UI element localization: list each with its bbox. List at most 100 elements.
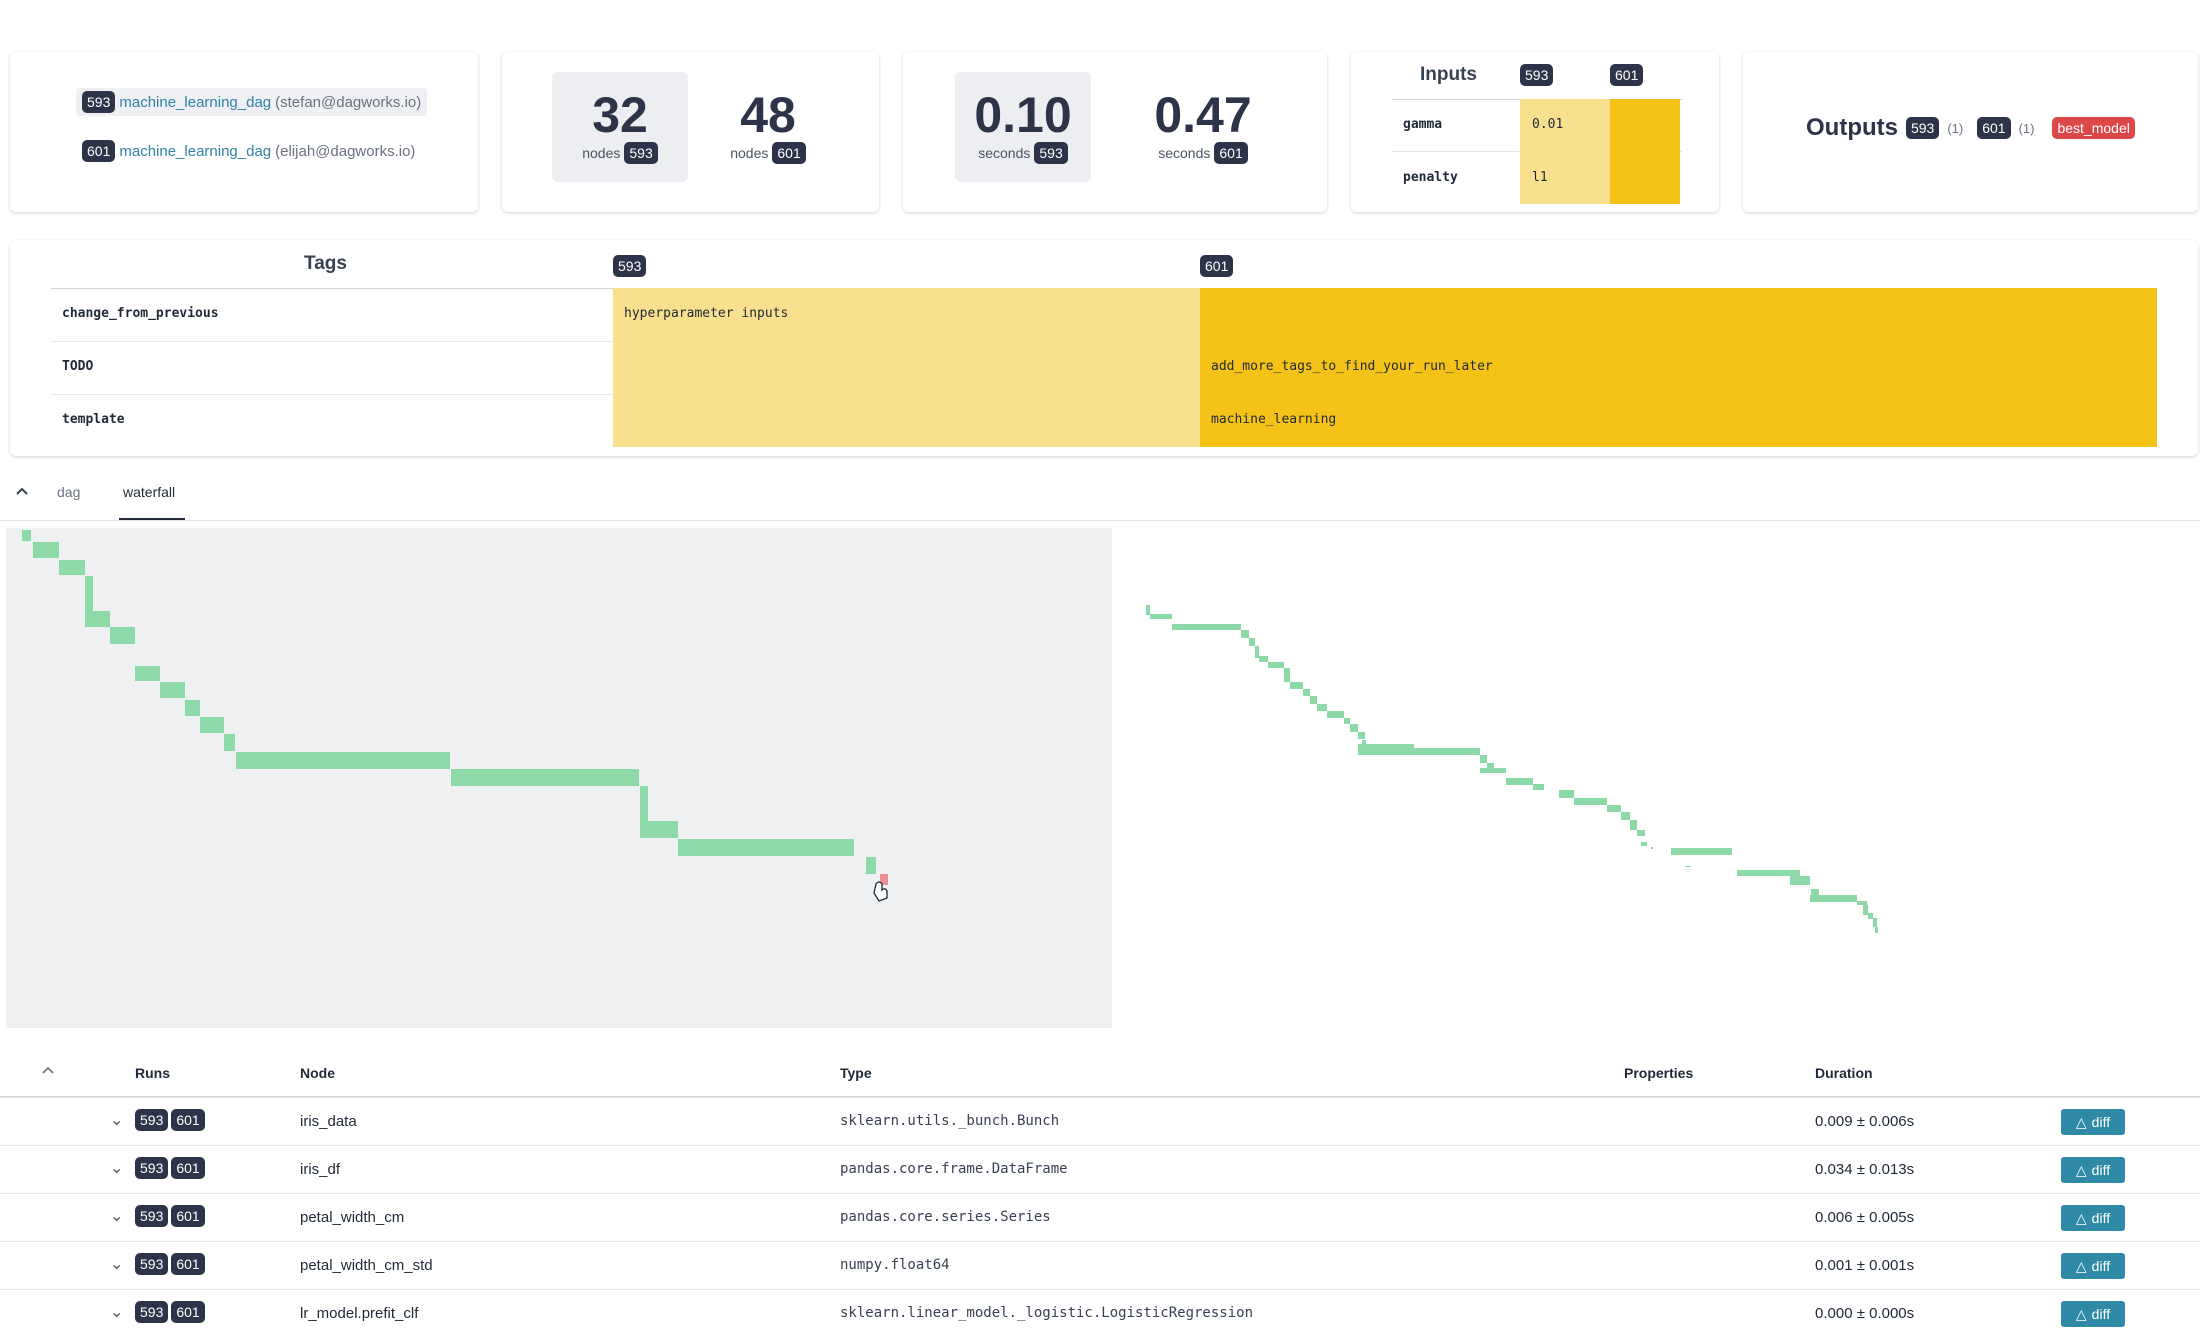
run-badge: 601	[1977, 117, 2011, 139]
tab-dag[interactable]: dag	[57, 484, 81, 500]
dag-link[interactable]: machine_learning_dag	[119, 142, 272, 160]
run-badge: 601	[171, 1157, 205, 1179]
run-badge: 593	[613, 255, 647, 277]
diff-label: diff	[2091, 1210, 2111, 1226]
node-type: pandas.core.series.Series	[840, 1209, 1051, 1225]
run-badge: 593	[135, 1109, 169, 1131]
run-badge: 593	[1034, 142, 1068, 164]
diff-button[interactable]: △ diff	[2061, 1205, 2125, 1231]
input-a-cell	[1520, 99, 1610, 204]
node-name: lr_model.prefit_clf	[300, 1305, 419, 1322]
diff-label: diff	[2091, 1258, 2111, 1274]
chevron-down-icon[interactable]: ⌄	[110, 1160, 124, 1177]
run-badge: 593	[135, 1157, 169, 1179]
node-type: sklearn.utils._bunch.Bunch	[840, 1113, 1060, 1129]
run-badge: 593	[624, 142, 658, 164]
run-badge: 593	[135, 1253, 169, 1275]
run-badge: 601	[1610, 64, 1644, 86]
dag-link[interactable]: machine_learning_dag	[119, 93, 272, 111]
run-593-line[interactable]: 593 machine_learning_dag (stefan@dagwork…	[76, 88, 428, 116]
stat-value: 32	[592, 87, 648, 143]
diff-button[interactable]: △ diff	[2061, 1157, 2125, 1183]
node-duration: 0.009 ± 0.006s	[1815, 1113, 1915, 1130]
tag-value: add_more_tags_to_find_your_run_later	[1211, 359, 1493, 374]
node-type: numpy.float64	[840, 1257, 950, 1273]
header-node: Node	[300, 1065, 335, 1081]
header-properties: Properties	[1624, 1065, 1694, 1081]
run-badge: 593	[1520, 64, 1554, 86]
chevron-down-icon[interactable]: ⌄	[110, 1304, 124, 1321]
node-type: pandas.core.frame.DataFrame	[840, 1161, 1068, 1177]
tab-waterfall[interactable]: waterfall	[123, 484, 176, 500]
node-name: petal_width_cm_std	[300, 1257, 433, 1274]
diff-button[interactable]: △ diff	[2061, 1253, 2125, 1279]
stat-value: 0.10	[974, 87, 1072, 143]
tag-key: template	[62, 412, 125, 427]
delta-icon: △	[2075, 1161, 2087, 1178]
diff-label: diff	[2091, 1114, 2111, 1130]
diff-button[interactable]: △ diff	[2061, 1109, 2125, 1135]
header-runs: Runs	[135, 1065, 170, 1081]
table-row[interactable]: ⌄ 593 601 iris_data sklearn.utils._bunch.…	[0, 1097, 2200, 1146]
header-duration: Duration	[1815, 1065, 1873, 1081]
tag-value: machine_learning	[1211, 412, 1337, 427]
delta-icon: △	[2075, 1113, 2087, 1130]
run-badge: 601	[171, 1205, 205, 1227]
inputs-title: Inputs	[1420, 64, 1477, 85]
output-count: (1)	[2018, 120, 2035, 136]
tag-key: change_from_previous	[62, 306, 219, 321]
tag-key: TODO	[62, 359, 94, 374]
inputs-card: Inputs 593 601 gamma penalty 0.01 l1	[1351, 52, 1719, 212]
input-name: gamma	[1403, 117, 1443, 132]
nodes-stat-601: 48 nodes 601	[700, 72, 836, 182]
run-badge: 601	[82, 140, 116, 162]
run-badge: 593	[135, 1205, 169, 1227]
run-user: (stefan@dagworks.io)	[275, 93, 422, 111]
header-type: Type	[840, 1065, 872, 1081]
output-badge[interactable]: best_model	[2052, 117, 2135, 139]
stat-value: 0.47	[1154, 87, 1252, 143]
table-row[interactable]: ⌄ 593 601 petal_width_cm_std numpy.float6…	[0, 1241, 2200, 1290]
node-name: iris_data	[300, 1113, 357, 1130]
diff-label: diff	[2091, 1162, 2111, 1178]
nodes-stat-593: 32 nodes 593	[552, 72, 688, 182]
table-collapse-icon[interactable]	[40, 1063, 56, 1079]
node-type: sklearn.linear_model._logistic.LogisticR…	[840, 1305, 1254, 1321]
duration-stat-593: 0.10 seconds 593	[955, 72, 1091, 182]
delta-icon: △	[2075, 1209, 2087, 1226]
stat-label: seconds	[1158, 145, 1211, 161]
chevron-down-icon[interactable]: ⌄	[110, 1256, 124, 1273]
run-badge: 593	[1905, 117, 1940, 139]
node-duration: 0.034 ± 0.013s	[1815, 1161, 1915, 1178]
stat-label: nodes	[730, 145, 769, 161]
table-row[interactable]: ⌄ 593 601 iris_df pandas.core.frame.DataF…	[0, 1145, 2200, 1194]
node-duration: 0.000 ± 0.000s	[1815, 1305, 1915, 1322]
run-user: (elijah@dagworks.io)	[275, 142, 416, 160]
tags-run-a-column	[613, 288, 1200, 447]
collapse-icon[interactable]	[14, 484, 30, 500]
node-name: petal_width_cm	[300, 1209, 405, 1226]
table-row[interactable]: ⌄ 593 601 lr_model.prefit_clf sklearn.lin…	[0, 1289, 2200, 1338]
stat-value: 48	[740, 87, 796, 143]
run-601-line[interactable]: 601 machine_learning_dag (elijah@dagwork…	[76, 137, 421, 165]
tags-title: Tags	[304, 253, 347, 274]
chevron-down-icon[interactable]: ⌄	[110, 1112, 124, 1129]
tag-value: hyperparameter inputs	[624, 306, 789, 321]
run-badge: 593	[135, 1301, 169, 1323]
runs-card: 593 machine_learning_dag (stefan@dagwork…	[10, 52, 478, 212]
chevron-down-icon[interactable]: ⌄	[110, 1208, 124, 1225]
run-badge: 601	[171, 1301, 205, 1323]
outputs-title: Outputs	[1806, 114, 1898, 141]
node-duration: 0.006 ± 0.005s	[1815, 1209, 1915, 1226]
run-badge: 601	[772, 142, 806, 164]
output-count: (1)	[1947, 120, 1964, 136]
delta-icon: △	[2075, 1257, 2087, 1274]
diff-button[interactable]: △ diff	[2061, 1301, 2125, 1327]
run-badge: 601	[1214, 142, 1248, 164]
input-value: 0.01	[1532, 117, 1564, 132]
stat-label: nodes	[582, 145, 621, 161]
outputs-card: Outputs 593 (1) 601 (1) best_model	[1743, 52, 2198, 212]
input-value: l1	[1532, 170, 1548, 185]
duration-stat-601: 0.47 seconds 601	[1133, 72, 1273, 182]
table-row[interactable]: ⌄ 593 601 petal_width_cm pandas.core.seri…	[0, 1193, 2200, 1242]
